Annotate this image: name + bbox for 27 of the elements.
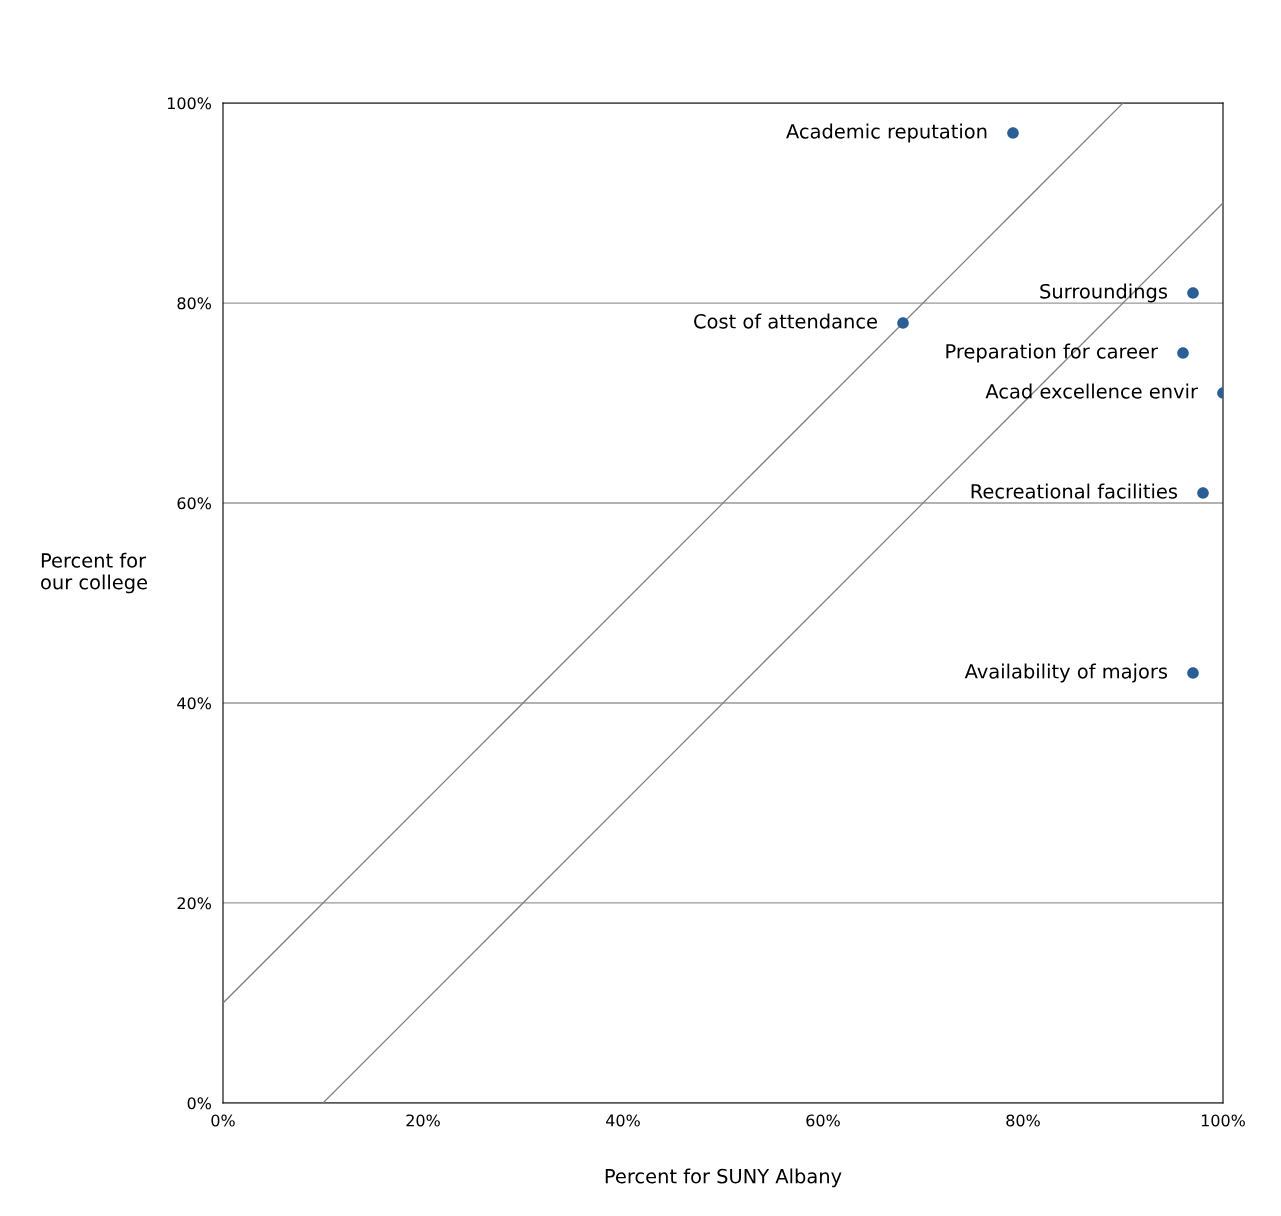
y-tick-label: 60% bbox=[177, 497, 212, 510]
x-tick-label: 0% bbox=[211, 1114, 235, 1127]
y-tick-label: 0% bbox=[187, 1097, 212, 1110]
x-tick-label: 40% bbox=[606, 1114, 640, 1127]
point bbox=[1007, 127, 1019, 139]
x-tick-label: 80% bbox=[1006, 1114, 1040, 1127]
annotation: Surroundings bbox=[1040, 283, 1168, 303]
y-tick-label: 20% bbox=[177, 897, 212, 910]
y-axis-title: Percent for our college bbox=[41, 552, 148, 594]
x-tick-label: 60% bbox=[806, 1114, 840, 1127]
annotation: Academic reputation bbox=[786, 123, 987, 143]
point bbox=[1177, 347, 1189, 359]
annotation: Preparation for career bbox=[946, 343, 1158, 363]
annotation: Cost of attendance bbox=[694, 313, 877, 329]
y-tick-label: 80% bbox=[177, 297, 212, 310]
point bbox=[897, 317, 909, 329]
annotation: Recreational facilities bbox=[971, 483, 1178, 499]
annotation: Acad excellence envir bbox=[985, 383, 1198, 399]
x-axis-title: Percent for SUNY Albany bbox=[605, 1168, 842, 1188]
y-tick-label: 40% bbox=[177, 697, 212, 710]
x-tick-label: 20% bbox=[406, 1114, 440, 1127]
y-tick-label: 100% bbox=[167, 97, 212, 110]
annotation: Availability of majors bbox=[964, 663, 1168, 683]
x-tick-label: 100% bbox=[1201, 1114, 1245, 1127]
point bbox=[1187, 667, 1199, 679]
point bbox=[1187, 287, 1199, 299]
point bbox=[1197, 487, 1209, 499]
